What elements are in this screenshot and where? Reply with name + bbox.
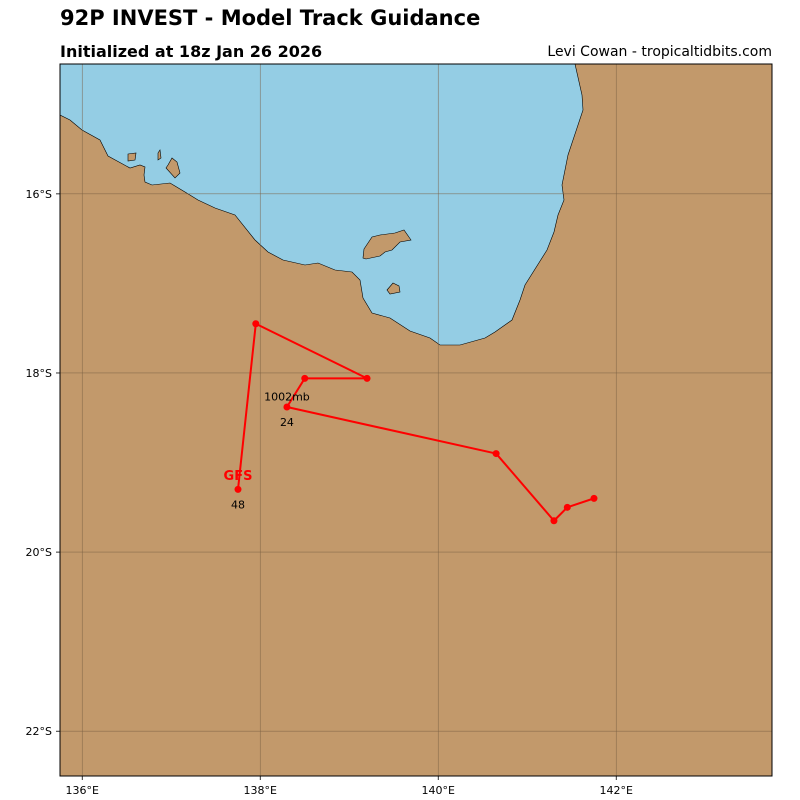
gfs-track-label: GFS xyxy=(224,469,253,484)
track-point xyxy=(283,403,291,411)
plot-frame xyxy=(59,63,773,777)
track-point xyxy=(363,374,371,382)
island xyxy=(157,149,162,161)
y-tick-label: 18°S xyxy=(26,367,52,380)
x-tick-label: 138°E xyxy=(244,784,277,797)
track-point xyxy=(563,503,571,511)
track-point xyxy=(234,485,242,493)
x-tick-label: 136°E xyxy=(66,784,99,797)
credit-label: Levi Cowan - tropicaltidbits.com xyxy=(547,44,772,60)
track-point xyxy=(301,374,309,382)
chart-title: 92P INVEST - Model Track Guidance xyxy=(60,6,481,30)
track-point xyxy=(492,450,500,458)
island xyxy=(127,152,137,162)
y-tick-label: 20°S xyxy=(26,546,52,559)
x-tick-label: 142°E xyxy=(600,784,633,797)
groote-eylandt-island xyxy=(362,229,412,260)
gulf-of-carpentaria-water xyxy=(60,64,584,346)
x-tick-label: 140°E xyxy=(422,784,455,797)
track-annotation: 24 xyxy=(280,416,294,429)
island xyxy=(165,157,181,179)
track-point xyxy=(550,517,558,525)
track-annotation: 48 xyxy=(231,499,245,512)
track-point xyxy=(252,320,260,328)
track-annotation: 1002mb xyxy=(264,390,310,403)
chart-subtitle: Initialized at 18z Jan 26 2026 xyxy=(60,42,323,61)
track-point xyxy=(590,494,598,502)
y-tick-label: 16°S xyxy=(26,188,52,201)
island xyxy=(386,282,401,295)
y-tick-label: 22°S xyxy=(26,725,52,738)
